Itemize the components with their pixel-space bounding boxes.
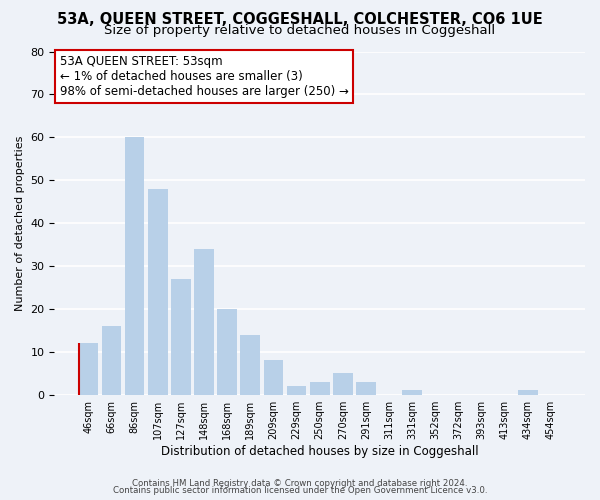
Text: 53A, QUEEN STREET, COGGESHALL, COLCHESTER, CO6 1UE: 53A, QUEEN STREET, COGGESHALL, COLCHESTE…	[57, 12, 543, 28]
Text: Contains public sector information licensed under the Open Government Licence v3: Contains public sector information licen…	[113, 486, 487, 495]
Bar	[403, 390, 422, 394]
Bar	[125, 138, 145, 394]
Bar	[217, 309, 237, 394]
Bar	[79, 343, 98, 394]
Text: 53A QUEEN STREET: 53sqm
← 1% of detached houses are smaller (3)
98% of semi-deta: 53A QUEEN STREET: 53sqm ← 1% of detached…	[60, 55, 349, 98]
Bar	[101, 326, 121, 394]
Text: Contains HM Land Registry data © Crown copyright and database right 2024.: Contains HM Land Registry data © Crown c…	[132, 478, 468, 488]
Bar	[287, 386, 307, 394]
Bar	[241, 334, 260, 394]
Bar	[518, 390, 538, 394]
Bar	[194, 249, 214, 394]
Text: Size of property relative to detached houses in Coggeshall: Size of property relative to detached ho…	[104, 24, 496, 37]
Bar	[148, 189, 167, 394]
Bar	[310, 382, 329, 394]
X-axis label: Distribution of detached houses by size in Coggeshall: Distribution of detached houses by size …	[161, 444, 479, 458]
Bar	[356, 382, 376, 394]
Bar	[171, 279, 191, 394]
Y-axis label: Number of detached properties: Number of detached properties	[15, 136, 25, 311]
Bar	[263, 360, 283, 394]
Bar	[333, 374, 353, 394]
